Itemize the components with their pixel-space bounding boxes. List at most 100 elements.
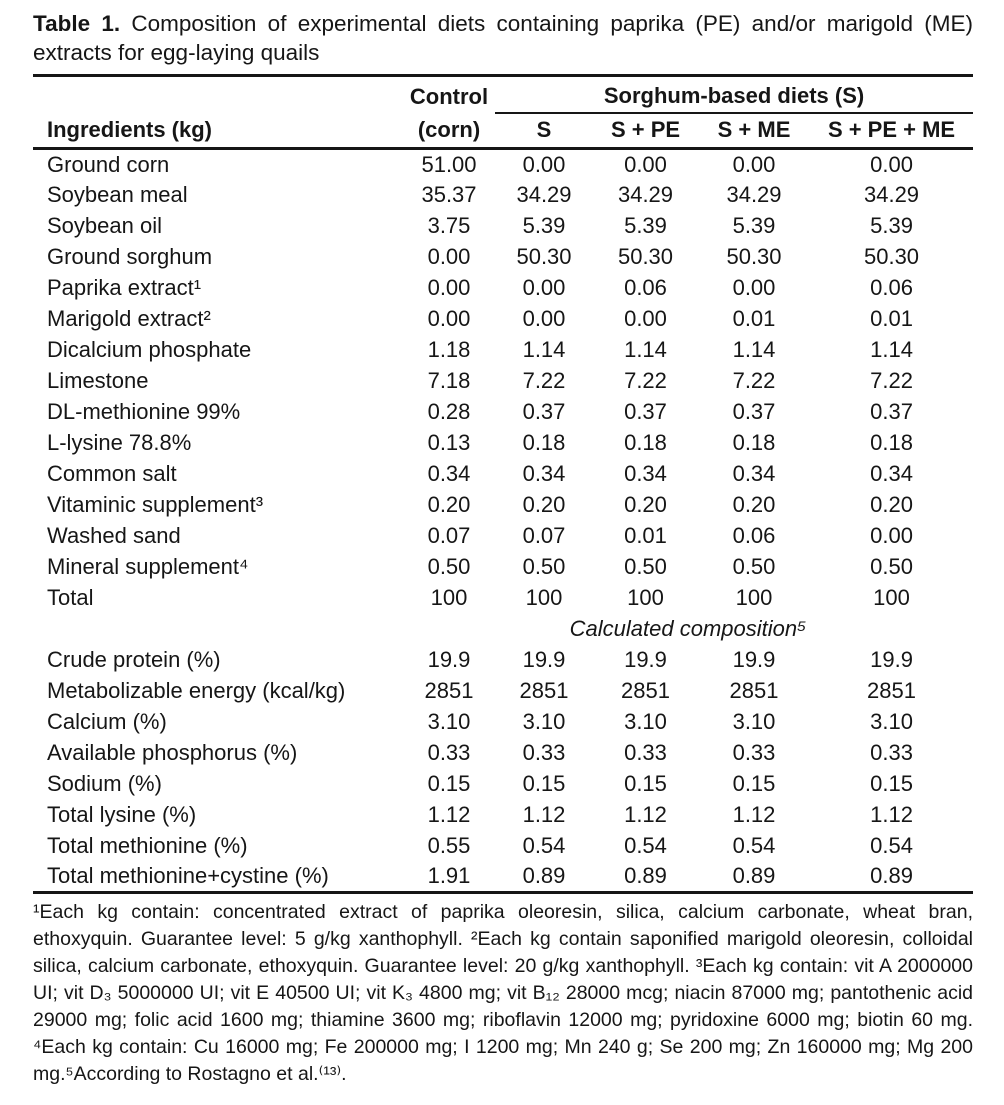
- value-cell: 0.01: [624, 523, 667, 548]
- control-header-line1: Control: [409, 83, 489, 109]
- table-row: Limestone 7.18 7.22 7.22 7.22 7.22: [33, 366, 973, 397]
- table-row: Calcium (%) 3.10 3.10 3.10 3.10 3.10: [33, 707, 973, 738]
- value-cell: 34.29: [726, 182, 782, 207]
- value-cell: 34.29: [617, 182, 674, 207]
- value-cell: 0.50: [732, 554, 776, 579]
- table-row: Total methionine+cystine (%) 1.91 0.89 0.89…: [33, 862, 973, 893]
- table-row: Vitaminic supplement³ 0.20 0.20 0.20 0.20 0.2…: [33, 490, 973, 521]
- value-cell: 0.54: [522, 833, 566, 858]
- value-cell: 0.50: [522, 554, 566, 579]
- table-title-label: Table 1.: [33, 11, 121, 36]
- value-cell: 0.37: [624, 399, 667, 424]
- value-cell: 19.9: [427, 647, 471, 672]
- value-cell: 100: [735, 585, 773, 610]
- value-cell: 0.20: [624, 492, 667, 517]
- value-cell: 1.14: [870, 337, 913, 362]
- value-cell: 1.12: [870, 802, 913, 827]
- ingredient-name: Crude protein (%): [47, 647, 221, 672]
- value-cell: 3.10: [870, 709, 913, 734]
- value-cell: 0.34: [624, 461, 667, 486]
- value-cell: 0.15: [732, 771, 776, 796]
- ingredient-name: Vitaminic supplement³: [47, 492, 264, 517]
- value-cell: 5.39: [870, 213, 913, 238]
- value-cell: 0.00: [624, 306, 667, 331]
- value-cell: 0.50: [870, 554, 913, 579]
- value-cell: 2851: [519, 678, 569, 703]
- value-cell: 0.54: [624, 833, 667, 858]
- value-cell: 0.50: [624, 554, 667, 579]
- value-cell: 0.00: [522, 275, 566, 300]
- value-cell: 0.89: [624, 863, 667, 889]
- ingredient-name: Dicalcium phosphate: [47, 337, 252, 362]
- value-cell: 0.89: [870, 863, 913, 889]
- header-empty-cell: [33, 76, 403, 113]
- value-cell: 0.18: [522, 430, 566, 455]
- value-cell: 51.00: [421, 151, 477, 177]
- table-row: Paprika extract¹ 0.00 0.00 0.06 0.00 0.06: [33, 273, 973, 304]
- ingredient-name: Paprika extract¹: [47, 275, 202, 300]
- ingredient-name: Soybean oil: [47, 213, 162, 238]
- value-cell: 0.54: [732, 833, 776, 858]
- value-cell: 1.12: [522, 802, 566, 827]
- header-row-spanner: Control Sorghum-based diets (S): [33, 75, 974, 114]
- value-cell: 0.37: [522, 399, 566, 424]
- value-cell: 1.12: [732, 802, 776, 827]
- diet-column-header-s-pe: S + PE: [593, 112, 698, 150]
- value-cell: 2851: [729, 678, 779, 703]
- table-row: Soybean meal 35.37 34.29 34.29 34.29 34.29: [33, 180, 973, 211]
- value-cell: 19.9: [870, 647, 913, 672]
- value-cell: 1.91: [427, 863, 471, 889]
- value-cell: 0.18: [624, 430, 667, 455]
- value-cell: 0.34: [427, 461, 471, 486]
- value-cell: 0.00: [732, 275, 776, 300]
- value-cell: 5.39: [732, 213, 776, 238]
- table-row: Crude protein (%) 19.9 19.9 19.9 19.9 19.9: [33, 645, 973, 676]
- value-cell: 0.89: [732, 863, 776, 889]
- value-cell: 0.00: [427, 244, 471, 269]
- value-cell: 19.9: [522, 647, 566, 672]
- diet-column-header-s: S: [495, 112, 593, 150]
- value-cell: 0.15: [522, 771, 566, 796]
- value-cell: 0.01: [870, 306, 913, 331]
- value-cell: 7.22: [732, 368, 776, 393]
- value-cell: 2851: [867, 678, 916, 703]
- value-cell: 3.10: [624, 709, 667, 734]
- value-cell: 1.18: [427, 337, 471, 362]
- table-row: Dicalcium phosphate 1.18 1.14 1.14 1.14 1.14: [33, 335, 973, 366]
- value-cell: 0.33: [522, 740, 566, 765]
- value-cell: 7.22: [624, 368, 667, 393]
- ingredient-name: L-lysine 78.8%: [47, 430, 192, 455]
- value-cell: 0.00: [427, 275, 471, 300]
- value-cell: 0.33: [624, 740, 667, 765]
- value-cell: 0.00: [870, 151, 913, 177]
- value-cell: 1.12: [624, 802, 667, 827]
- value-cell: 34.29: [516, 182, 572, 207]
- table-row: Mineral supplement⁴ 0.50 0.50 0.50 0.50 0.50: [33, 552, 973, 583]
- value-cell: 0.01: [732, 306, 776, 331]
- table-row: Total lysine (%) 1.12 1.12 1.12 1.12 1.12: [33, 800, 973, 831]
- value-cell: 0.37: [732, 399, 776, 424]
- value-cell: 0.15: [624, 771, 667, 796]
- value-cell: 0.00: [522, 151, 566, 177]
- table-header: Control Sorghum-based diets (S) Ingredie…: [33, 75, 974, 150]
- table-row: Total methionine (%) 0.55 0.54 0.54 0.54 0.54: [33, 831, 973, 862]
- table-row: Total 100 100 100 100 100: [33, 583, 973, 614]
- sorghum-spanner-header: Sorghum-based diets (S): [495, 75, 974, 114]
- value-cell: 0.34: [870, 461, 913, 486]
- ingredient-name: DL-methionine 99%: [47, 399, 241, 424]
- value-cell: 0.55: [427, 833, 471, 858]
- ingredient-name: Ground sorghum: [47, 244, 213, 269]
- value-cell: 0.34: [732, 461, 776, 486]
- table-row: L-lysine 78.8% 0.13 0.18 0.18 0.18 0.18: [33, 428, 973, 459]
- value-cell: 1.14: [624, 337, 667, 362]
- value-cell: 35.37: [421, 182, 477, 207]
- value-cell: 0.20: [427, 492, 471, 517]
- ingredient-name: Calcium (%): [47, 709, 167, 734]
- ingredient-name: Marigold extract²: [47, 306, 211, 331]
- table-row: Marigold extract² 0.00 0.00 0.00 0.01 0.01: [33, 304, 973, 335]
- ingredient-name: Sodium (%): [47, 771, 162, 796]
- value-cell: 100: [627, 585, 664, 610]
- ingredient-name: Total methionine+cystine (%): [47, 863, 329, 889]
- value-cell: 50.30: [516, 244, 572, 269]
